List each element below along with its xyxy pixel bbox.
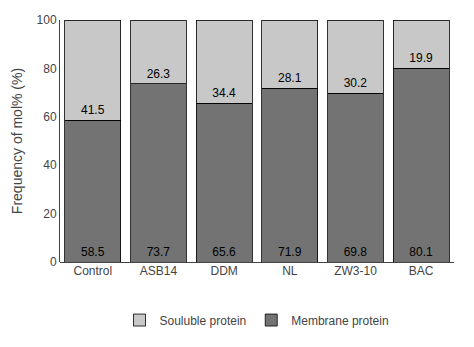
svg-text:Frequency of mol% (%): Frequency of mol% (%): [9, 68, 25, 214]
svg-text:26.3: 26.3: [147, 67, 171, 81]
svg-text:80: 80: [43, 62, 57, 76]
svg-text:19.9: 19.9: [409, 51, 433, 65]
svg-text:ASB14: ASB14: [140, 264, 178, 278]
svg-text:41.5: 41.5: [81, 103, 105, 117]
svg-text:100: 100: [37, 13, 57, 27]
svg-text:80.1: 80.1: [409, 245, 433, 259]
svg-text:20: 20: [43, 207, 57, 221]
svg-text:BAC: BAC: [409, 264, 434, 278]
svg-text:40: 40: [43, 158, 57, 172]
svg-text:28.1: 28.1: [278, 71, 302, 85]
svg-text:0: 0: [50, 255, 57, 269]
svg-text:NL: NL: [282, 264, 298, 278]
svg-text:Membrane protein: Membrane protein: [291, 314, 388, 328]
svg-text:65.6: 65.6: [212, 245, 236, 259]
svg-text:60: 60: [43, 110, 57, 124]
svg-text:73.7: 73.7: [147, 245, 171, 259]
svg-text:34.4: 34.4: [212, 86, 236, 100]
svg-text:71.9: 71.9: [278, 245, 302, 259]
svg-text:30.2: 30.2: [344, 76, 368, 90]
svg-text:Control: Control: [73, 264, 112, 278]
svg-text:ZW3-10: ZW3-10: [334, 264, 377, 278]
svg-text:DDM: DDM: [211, 264, 238, 278]
svg-text:58.5: 58.5: [81, 245, 105, 259]
svg-text:69.8: 69.8: [344, 245, 368, 259]
svg-text:Souluble protein: Souluble protein: [160, 314, 247, 328]
